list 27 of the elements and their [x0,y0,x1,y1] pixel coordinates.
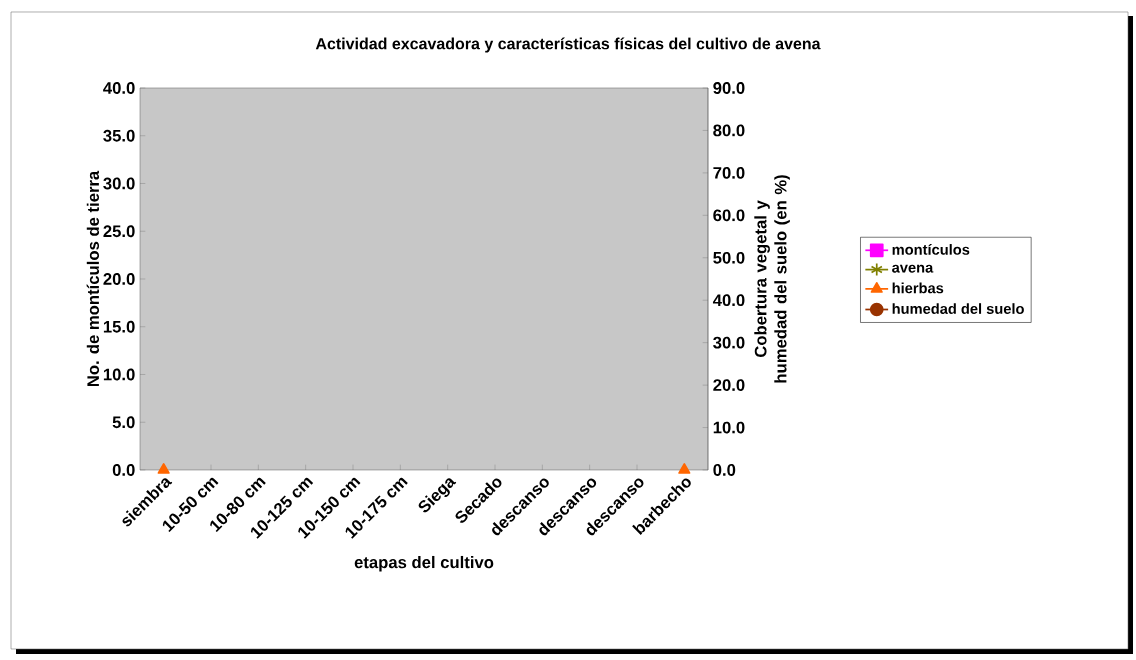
y-tick-label: 15.0 [103,320,135,333]
y-axis-title: No. de montículos de tierra [86,170,100,387]
y-tick-label: 30.0 [103,177,135,190]
y2-tick-label: 80.0 [713,124,745,137]
y-tick-label: 0.0 [112,464,135,476]
legend-label: avena [892,264,934,273]
y-tick-label: 5.0 [112,416,135,429]
legend-label: humedad del suelo [892,303,1024,314]
y-tick-label: 25.0 [103,225,135,238]
y-tick-label: 35.0 [103,129,135,142]
x-axis-title: etapas del cultivo [354,555,494,572]
y2-tick-label: 30.0 [713,336,745,349]
y2-tick-label: 40.0 [712,294,745,307]
y2-tick-label: 10.0 [713,421,745,434]
legend-label: hierbas [892,282,944,294]
y-tick-label: 40.0 [103,82,135,94]
y2-tick-label: 0.0 [713,464,736,476]
y-tick-label: 10.0 [103,368,135,381]
y2-tick-label: 50.0 [713,251,745,264]
y2-tick-label: 20.0 [713,379,745,391]
y2-tick-label: 60.0 [713,209,745,222]
y2-tick-label: 90.0 [713,82,745,94]
y2-tick-label: 70.0 [713,166,745,179]
chart-title: Actividad excavadora y características físicas del cultivo de avena [315,37,821,53]
legend-label: montículos [892,243,970,255]
y2-axis-title: Cobertura vegetal y humedad del suelo (en %) [754,175,790,383]
y-tick-label: 20.0 [103,273,135,285]
